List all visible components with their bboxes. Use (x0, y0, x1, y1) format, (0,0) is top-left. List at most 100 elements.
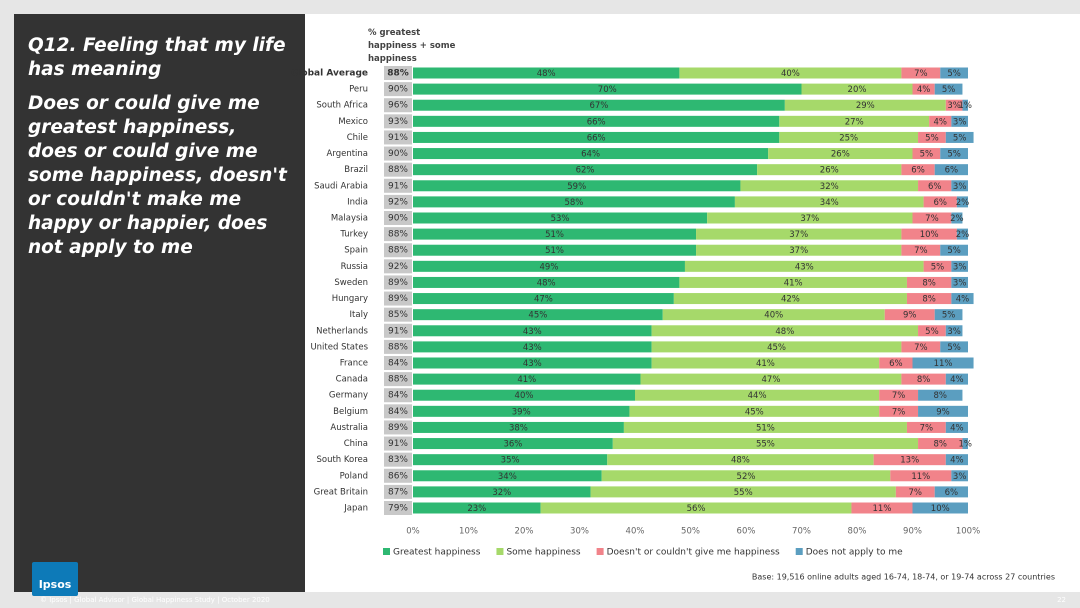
total-label: 88% (387, 69, 409, 79)
bar-segment (951, 260, 968, 272)
value-label: 58% (564, 198, 583, 208)
value-label: 8% (934, 440, 948, 450)
value-label: 6% (911, 166, 925, 176)
total-box (384, 484, 412, 499)
value-label: 48% (731, 456, 750, 466)
bar-segment (679, 276, 907, 288)
category-label: Argentina (327, 149, 368, 159)
bar-segment (918, 438, 963, 450)
total-box (384, 420, 412, 435)
total-label: 96% (388, 101, 408, 111)
category-label: Australia (330, 423, 368, 433)
legend-swatch (496, 548, 504, 555)
value-label: 7% (914, 246, 928, 256)
value-label: 49% (540, 262, 559, 272)
legend-label: Some happiness (506, 548, 580, 558)
bar-segment (413, 389, 635, 401)
value-label: 4% (934, 117, 948, 127)
total-box (384, 66, 412, 80)
value-label: 56% (687, 504, 706, 514)
bar-segment (884, 309, 935, 321)
bar-segment (779, 115, 930, 127)
value-label: 29% (856, 101, 875, 111)
bar-segment (629, 405, 880, 417)
value-label: 5% (942, 311, 956, 321)
x-tick-label: 20% (515, 527, 534, 537)
legend-label: Does not apply to me (806, 548, 903, 558)
total-label: 88% (388, 375, 408, 385)
bar-segment (962, 99, 968, 111)
bar-segment (413, 502, 541, 514)
value-label: 45% (745, 407, 764, 417)
bar-segment (679, 67, 902, 79)
value-label: 51% (545, 246, 564, 256)
value-label: 43% (523, 343, 542, 353)
bar-segment (673, 293, 907, 305)
bar-segment (413, 244, 697, 256)
total-box (384, 114, 412, 129)
total-box (384, 339, 412, 354)
value-label: 70% (598, 85, 617, 95)
bar-segment (951, 180, 968, 192)
value-label: 3% (953, 182, 967, 192)
value-label: 4% (950, 423, 964, 433)
x-tick-label: 40% (626, 527, 645, 537)
category-label: South Korea (316, 455, 368, 465)
value-label: 4% (956, 295, 970, 305)
bar-segment (413, 228, 697, 240)
bar-segment (651, 341, 902, 353)
total-label: 86% (388, 471, 408, 481)
bar-segment (962, 438, 968, 450)
value-label: 34% (820, 198, 839, 208)
value-label: 37% (789, 246, 808, 256)
bar-segment (934, 164, 968, 176)
value-label: 8% (922, 295, 936, 305)
value-label: 5% (947, 150, 961, 160)
bar-segment (413, 99, 785, 111)
bar-segment (651, 357, 880, 369)
category-label: Russia (341, 262, 368, 272)
bar-segment (413, 325, 652, 337)
bar-segment (540, 502, 852, 514)
bar-segment (696, 244, 902, 256)
bar-segment (413, 405, 630, 417)
value-label: 11% (934, 359, 953, 369)
value-label: 40% (781, 69, 800, 79)
bar-segment (945, 131, 974, 143)
x-tick-label: 30% (570, 527, 589, 537)
total-label: 88% (388, 230, 408, 240)
category-label: Saudi Arabia (314, 181, 368, 191)
value-label: 10% (920, 230, 939, 240)
bar-segment (640, 373, 902, 385)
bar-segment (413, 438, 613, 450)
value-label: 5% (947, 246, 961, 256)
total-label: 88% (388, 342, 408, 352)
bar-segment (413, 486, 591, 498)
bar-segment (413, 357, 652, 369)
bar-segment (940, 244, 968, 256)
value-label: 1% (958, 440, 972, 450)
bar-segment (779, 131, 919, 143)
bar-segment (918, 389, 963, 401)
bar-segment (784, 99, 946, 111)
bar-segment (945, 454, 968, 466)
value-label: 7% (909, 488, 923, 498)
bar-segment (413, 115, 780, 127)
total-box (384, 243, 412, 258)
bar-segment (413, 293, 674, 305)
total-label: 90% (388, 85, 408, 95)
bar-segment (901, 341, 941, 353)
total-label: 87% (388, 487, 408, 497)
bar-segment (851, 502, 913, 514)
bar-segment (413, 131, 780, 143)
value-label: 4% (950, 375, 964, 385)
bar-segment (945, 325, 963, 337)
value-label: 5% (925, 327, 939, 337)
value-label: 3% (953, 278, 967, 288)
bar-segment (413, 276, 680, 288)
total-box (384, 82, 412, 97)
value-label: 53% (551, 214, 570, 224)
total-label: 89% (388, 423, 408, 433)
bar-segment (734, 196, 924, 208)
